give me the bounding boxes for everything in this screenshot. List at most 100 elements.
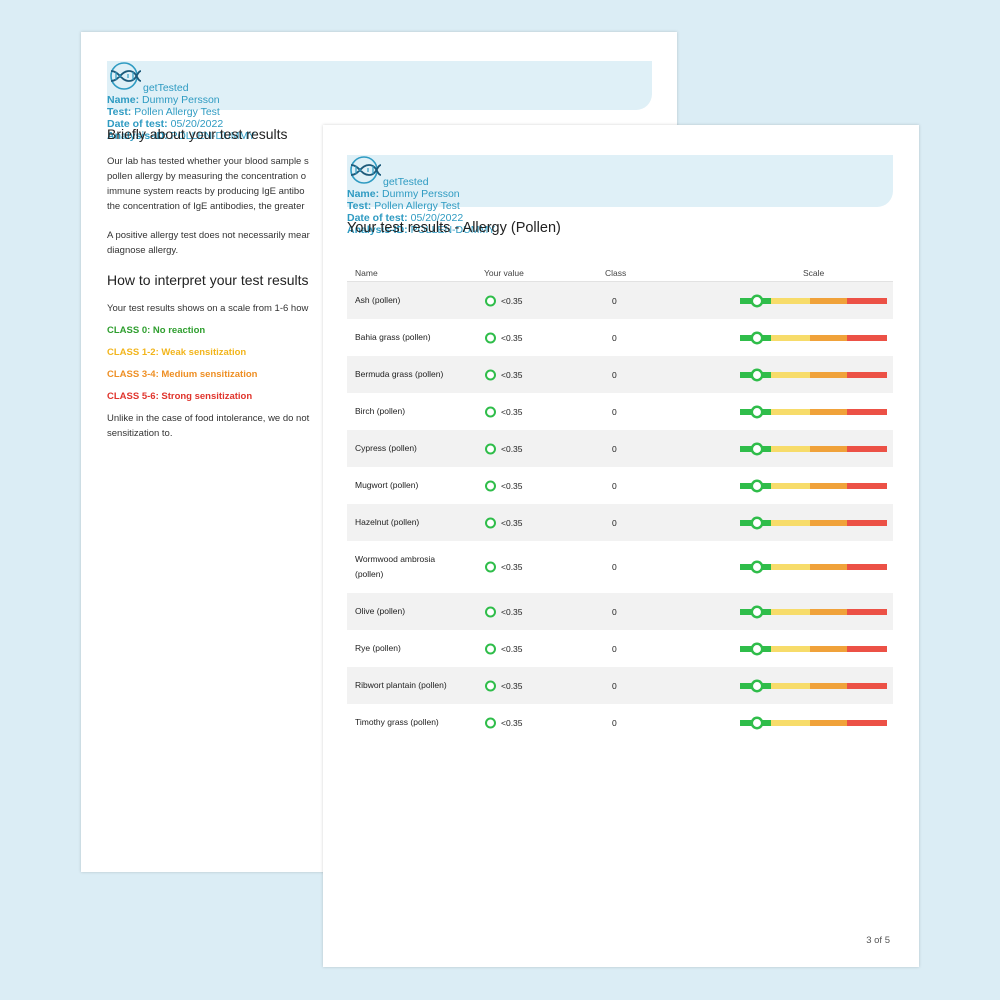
- scale-marker: [750, 642, 764, 655]
- field-value: 05/20/2022: [170, 118, 224, 130]
- scale-bar: [740, 405, 887, 418]
- field-label: Name:: [347, 188, 380, 200]
- scale-segment: [771, 645, 810, 652]
- allergen-name: Wormwood ambrosia (pollen): [355, 554, 436, 579]
- status-dot: [485, 406, 496, 417]
- table-row: Olive (pollen) <0.35 0: [347, 593, 893, 630]
- logo-text: getTested: [383, 176, 429, 188]
- scale-segment: [771, 519, 810, 526]
- header-field: Date of test: 05/20/2022: [107, 118, 652, 130]
- scale-segment: [847, 682, 887, 689]
- scale-segment: [810, 334, 847, 341]
- scale-segment: [847, 445, 887, 452]
- scale-segment: [771, 297, 810, 304]
- logo: getTested: [107, 61, 652, 94]
- scale-bar: [740, 642, 887, 655]
- field-label: Date of test:: [107, 118, 168, 130]
- scale-segment: [847, 408, 887, 415]
- scale: [740, 405, 887, 419]
- table-row: Timothy grass (pollen) <0.35 0: [347, 704, 893, 741]
- paragraph: Your test results shows on a scale from …: [107, 303, 309, 314]
- heading: Briefly about your test results: [107, 126, 288, 142]
- allergen-name: Bermuda grass (pollen): [355, 369, 444, 379]
- value: <0.35: [501, 406, 523, 417]
- scale-segment: [847, 719, 887, 726]
- scale-marker: [750, 479, 764, 492]
- header-band: getTested Name: Dummy Persson Test: Pollen…: [347, 155, 893, 236]
- table-row: Cypress (pollen) <0.35 0: [347, 430, 893, 467]
- allergen-name: Timothy grass (pollen): [355, 717, 439, 727]
- heading: How to interpret your test results: [107, 272, 309, 288]
- status-dot: [485, 717, 496, 728]
- value: <0.35: [501, 369, 523, 380]
- header-band: getTested Name: Dummy Persson Test: Pollen…: [107, 61, 652, 142]
- scale-segment: [847, 645, 887, 652]
- scale-segment: [847, 482, 887, 489]
- scale-marker: [750, 560, 764, 574]
- scale-marker: [750, 331, 764, 344]
- value: <0.35: [501, 680, 523, 691]
- class: 0: [612, 443, 617, 454]
- class-legend: CLASS 0: No reaction: [107, 325, 206, 336]
- class: 0: [612, 562, 617, 572]
- results-title: Your test results - Allergy (Pollen): [347, 220, 561, 236]
- class: 0: [612, 480, 617, 491]
- table-row: Wormwood ambrosia (pollen) <0.35 0: [347, 541, 893, 593]
- value: <0.35: [501, 332, 523, 343]
- page-number: 3 of 5: [866, 935, 890, 946]
- header-field: Name: Dummy Persson: [107, 94, 652, 106]
- allergen-name: Bahia grass (pollen): [355, 332, 431, 342]
- scale-segment: [847, 564, 887, 570]
- scale-bar: [740, 442, 887, 455]
- class-legend: CLASS 1-2: Weak sensitization: [107, 347, 247, 358]
- table-row: Birch (pollen) <0.35 0: [347, 393, 893, 430]
- scale-segment: [771, 371, 810, 378]
- header-field: Analysis-ID: POLLEN-DUMMY: [347, 224, 893, 236]
- scale-segment: [771, 682, 810, 689]
- class-legend: CLASS 5-6: Strong sensitization: [107, 391, 253, 402]
- class: 0: [612, 332, 617, 343]
- scale-segment: [771, 482, 810, 489]
- scale-marker: [750, 516, 764, 529]
- status-dot: [485, 369, 496, 380]
- value: <0.35: [501, 643, 523, 654]
- class: 0: [612, 406, 617, 417]
- value: <0.35: [501, 606, 523, 617]
- scale-segment: [847, 334, 887, 341]
- logo: getTested: [347, 155, 893, 188]
- scale-segment: [847, 297, 887, 304]
- allergen-name: Olive (pollen): [355, 606, 406, 616]
- scale-bar: [740, 294, 887, 307]
- table-row: Rye (pollen) <0.35 0: [347, 630, 893, 667]
- scale-bar: [740, 679, 887, 692]
- scale-bar: [740, 560, 887, 574]
- scale-marker: [750, 716, 764, 729]
- status-dot: [485, 332, 496, 343]
- paragraph-line: A positive allergy test does not necessa…: [107, 230, 310, 241]
- class: 0: [612, 369, 617, 380]
- scale: [740, 605, 887, 619]
- logo-text: getTested: [143, 82, 189, 94]
- allergen-name: Hazelnut (pollen): [355, 517, 420, 527]
- logo-icon: [350, 156, 382, 184]
- scale: [740, 716, 887, 730]
- scale-segment: [847, 371, 887, 378]
- scale-bar: [740, 605, 887, 618]
- class: 0: [612, 643, 617, 654]
- field-value: 05/20/2022: [410, 212, 464, 224]
- scale-segment: [810, 519, 847, 526]
- header-field: Analysis-ID: POLLEN-DUMMY: [107, 130, 652, 142]
- scale-segment: [810, 564, 847, 570]
- table-header: Name Your value Class Scale: [347, 265, 893, 282]
- scale-bar: [740, 368, 887, 381]
- allergen-name: Mugwort (pollen): [355, 480, 419, 490]
- field-label: Test:: [107, 106, 132, 118]
- scale: [740, 294, 887, 308]
- scale-segment: [810, 482, 847, 489]
- header-field: Name: Dummy Persson: [347, 188, 893, 200]
- scale-segment: [810, 445, 847, 452]
- scale-bar: [740, 516, 887, 529]
- status-dot: [485, 561, 496, 573]
- field-label: Date of test:: [347, 212, 408, 224]
- scale-segment: [810, 371, 847, 378]
